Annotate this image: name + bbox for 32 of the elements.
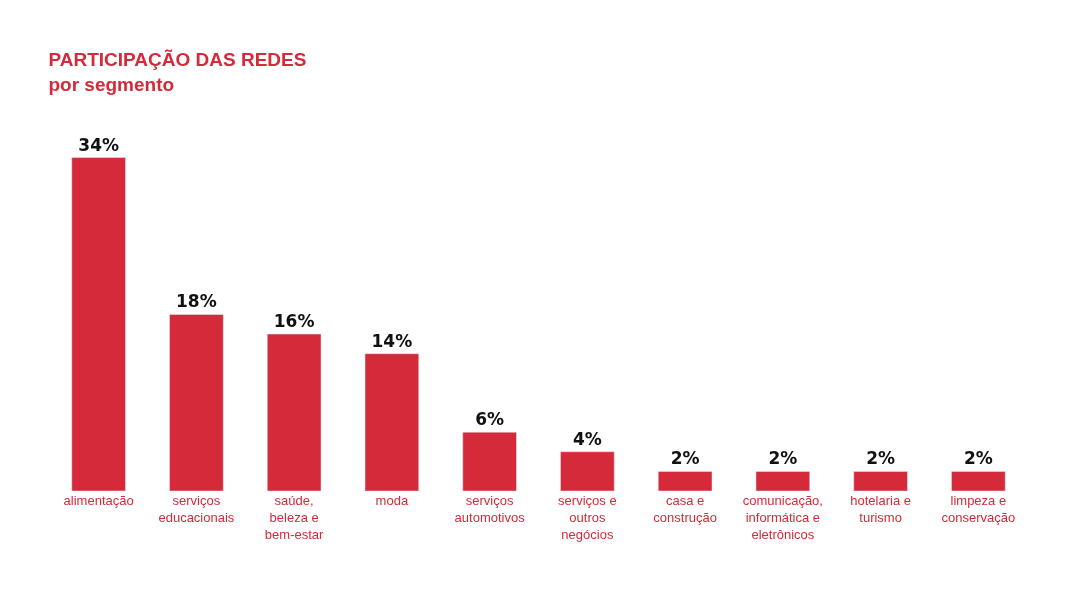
x-tick-label: casa e construção	[653, 493, 717, 525]
x-tick-label: comunicação, informática e eletrônicos	[742, 493, 823, 542]
data-label: 14%	[371, 330, 413, 351]
data-label: 2%	[866, 448, 896, 469]
chart-title: PARTICIPAÇÃO DAS REDES	[48, 49, 307, 71]
bar	[657, 471, 713, 491]
bar	[462, 431, 517, 491]
data-label: 2%	[768, 448, 798, 469]
chart-subtitle: por segmento	[48, 73, 175, 95]
bar	[755, 471, 810, 491]
data-label: 2%	[670, 448, 700, 469]
data-label: 34%	[78, 134, 119, 155]
x-tick-label: serviços e outros negócios	[558, 493, 617, 542]
x-tick-label: saúde, beleza e bem-estar	[264, 493, 325, 542]
bar	[267, 333, 322, 491]
data-label: 18%	[176, 291, 217, 312]
bar	[71, 157, 126, 491]
bar	[951, 471, 1006, 491]
data-label: 4%	[572, 428, 602, 449]
data-label: 16%	[273, 311, 315, 332]
data-label: 2%	[963, 448, 993, 469]
x-tick-label: serviços automotivos	[454, 493, 526, 525]
data-label: 6%	[475, 409, 505, 430]
bar	[560, 451, 615, 491]
x-tick-label: alimentação	[63, 493, 134, 508]
x-tick-label: limpeza e conservação	[941, 493, 1016, 525]
bar	[169, 314, 224, 491]
x-tick-label: serviços educacionais	[158, 493, 235, 525]
bar	[364, 353, 420, 491]
x-tick-label: hotelaria e turismo	[850, 493, 911, 525]
bar	[853, 471, 908, 491]
x-tick-label: moda	[375, 493, 409, 508]
